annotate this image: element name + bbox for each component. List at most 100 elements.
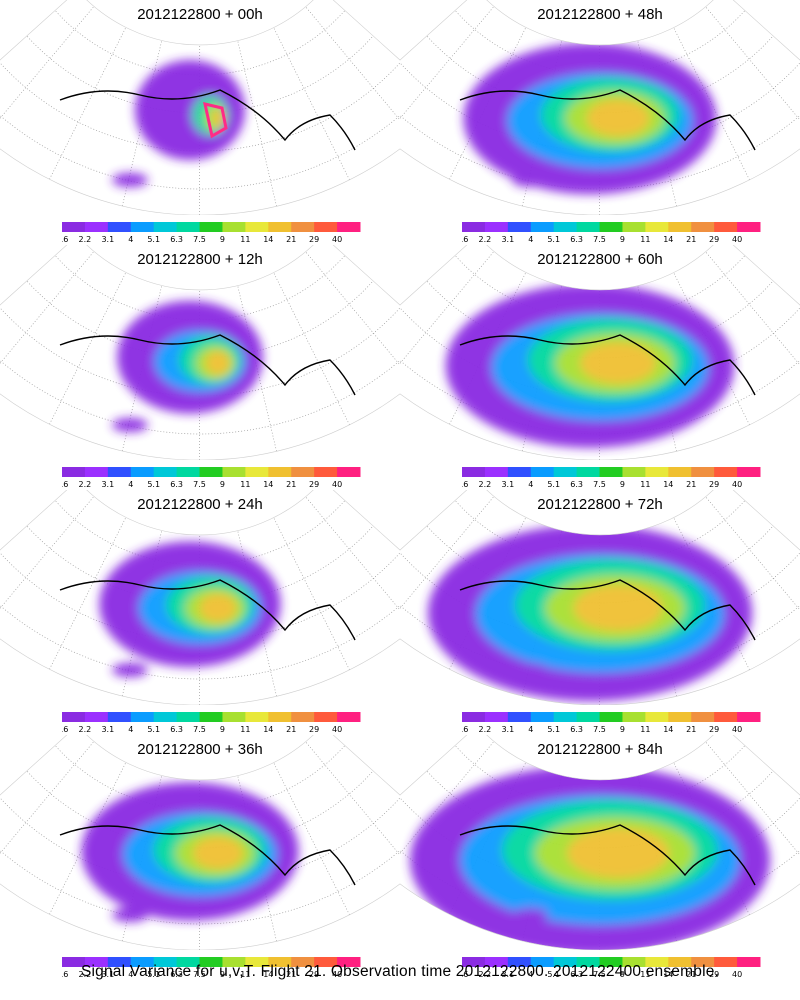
colorbar-label: 7.5	[593, 970, 606, 979]
colorbar: 1.6 2.2 3.1 4 5.1 6.3 7.5 9 11 14 21 29 40	[462, 957, 770, 983]
colorbar: 1.6 2.2 3.1 4 5.1 6.3 7.5 9 11 14 21 29 40	[62, 957, 370, 983]
colorbar-swatch	[84, 222, 109, 232]
colorbar-swatch	[507, 222, 532, 232]
colorbar-label: 1.6	[62, 480, 68, 489]
panel-title: 2012122800 + 12h	[137, 251, 263, 268]
colorbar-swatch	[130, 712, 155, 722]
colorbar-swatch	[268, 957, 292, 967]
colorbar-swatch	[153, 712, 178, 722]
colorbar-swatch	[484, 712, 509, 722]
colorbar-swatch	[576, 957, 601, 967]
colorbar-swatch	[245, 222, 269, 232]
colorbar-label: 11	[240, 970, 250, 979]
colorbar: 1.6 2.2 3.1 4 5.1 6.3 7.5 9 11 14 21 29 40	[62, 712, 370, 738]
colorbar-label: 29	[309, 235, 319, 244]
colorbar-label: 3.1	[501, 725, 514, 734]
colorbar-label: 40	[332, 235, 342, 244]
colorbar-label: 14	[263, 480, 273, 489]
colorbar-label: 6.3	[570, 725, 583, 734]
colorbar-swatch	[599, 467, 623, 477]
colorbar-label: 6.3	[170, 480, 183, 489]
colorbar-swatch	[576, 222, 601, 232]
colorbar-swatch	[314, 957, 338, 967]
colorbar: 1.6 2.2 3.1 4 5.1 6.3 7.5 9 11 14 21 29 40	[462, 712, 770, 738]
colorbar-swatch	[314, 467, 338, 477]
colorbar-label: 40	[332, 725, 342, 734]
colorbar-swatch	[222, 467, 246, 477]
colorbar-label: 14	[263, 725, 273, 734]
colorbar-swatch	[245, 957, 269, 967]
colorbar-swatch	[176, 222, 201, 232]
colorbar-label: 21	[686, 480, 696, 489]
colorbar: 1.6 2.2 3.1 4 5.1 6.3 7.5 9 11 14 21 29 40	[462, 222, 770, 248]
map-panel: 2012122800 + 12h 1.6 2.2 3.1 4 5.1 6.3 7.5 9 11 14…	[0, 245, 400, 489]
colorbar-swatch	[737, 712, 761, 722]
colorbar-swatch	[222, 712, 246, 722]
variance-field	[99, 541, 281, 677]
colorbar-label: 7.5	[193, 235, 206, 244]
colorbar-swatch	[107, 222, 132, 232]
colorbar-label: 40	[732, 725, 742, 734]
colorbar-swatch	[507, 467, 532, 477]
colorbar-swatch	[530, 222, 555, 232]
colorbar-swatch	[62, 712, 86, 722]
colorbar-swatch	[484, 957, 509, 967]
colorbar-label: 11	[640, 480, 650, 489]
colorbar-label: 9	[620, 480, 625, 489]
colorbar-label: 21	[686, 725, 696, 734]
colorbar-label: 9	[620, 970, 625, 979]
polar-map	[400, 245, 800, 460]
colorbar-label: 7.5	[593, 725, 606, 734]
colorbar-label: 5.1	[147, 725, 160, 734]
polar-map	[400, 735, 800, 950]
colorbar-label: 40	[332, 480, 342, 489]
colorbar-swatch	[107, 712, 132, 722]
colorbar-label: 21	[686, 235, 696, 244]
figure-caption: Signal Variance for u,v,T. Flight 21. Ob…	[80, 963, 720, 980]
colorbar-label: 1.6	[462, 235, 468, 244]
colorbar-swatch	[507, 712, 532, 722]
colorbar-label: 6.3	[570, 480, 583, 489]
colorbar-swatch	[268, 467, 292, 477]
colorbar-swatch	[84, 467, 109, 477]
colorbar-label: 1.6	[62, 970, 68, 979]
colorbar-label: 4	[128, 725, 133, 734]
colorbar-swatch	[291, 957, 315, 967]
colorbar-label: 7.5	[193, 970, 206, 979]
colorbar-label: 11	[240, 480, 250, 489]
colorbar-swatch	[484, 222, 509, 232]
colorbar-label: 9	[620, 235, 625, 244]
colorbar-swatch	[84, 957, 109, 967]
variance-field	[463, 42, 717, 195]
colorbar-swatch	[462, 957, 486, 967]
colorbar-label: 21	[286, 970, 296, 979]
colorbar-label: 3.1	[101, 970, 114, 979]
colorbar-swatch	[553, 467, 578, 477]
colorbar-swatch	[622, 222, 646, 232]
colorbar-swatch	[222, 222, 246, 232]
colorbar-swatch	[530, 467, 555, 477]
variance-field	[445, 283, 735, 448]
colorbar-swatch	[130, 957, 155, 967]
colorbar-swatch	[645, 712, 669, 722]
colorbar-label: 4	[528, 725, 533, 734]
colorbar-swatch	[576, 712, 601, 722]
colorbar-label: 11	[640, 970, 650, 979]
colorbar-label: 21	[286, 725, 296, 734]
colorbar-swatch	[337, 222, 361, 232]
colorbar-swatch	[714, 712, 738, 722]
colorbar-swatch	[337, 467, 361, 477]
colorbar-label: 1.6	[462, 480, 468, 489]
colorbar-swatch	[530, 957, 555, 967]
colorbar-label: 11	[240, 725, 250, 734]
colorbar-swatch	[462, 467, 486, 477]
colorbar: 1.6 2.2 3.1 4 5.1 6.3 7.5 9 11 14 21 29 40	[462, 467, 770, 493]
panel-title: 2012122800 + 72h	[537, 496, 663, 513]
colorbar-swatch	[62, 467, 86, 477]
map-panel: 2012122800 + 48h 1.6 2.2 3.1 4 5.1 6.3 7.5 9 11 14…	[400, 0, 800, 244]
colorbar-label: 14	[263, 235, 273, 244]
colorbar-swatch	[645, 467, 669, 477]
colorbar-label: 29	[709, 970, 719, 979]
colorbar-swatch	[222, 957, 246, 967]
colorbar-label: 4	[528, 480, 533, 489]
